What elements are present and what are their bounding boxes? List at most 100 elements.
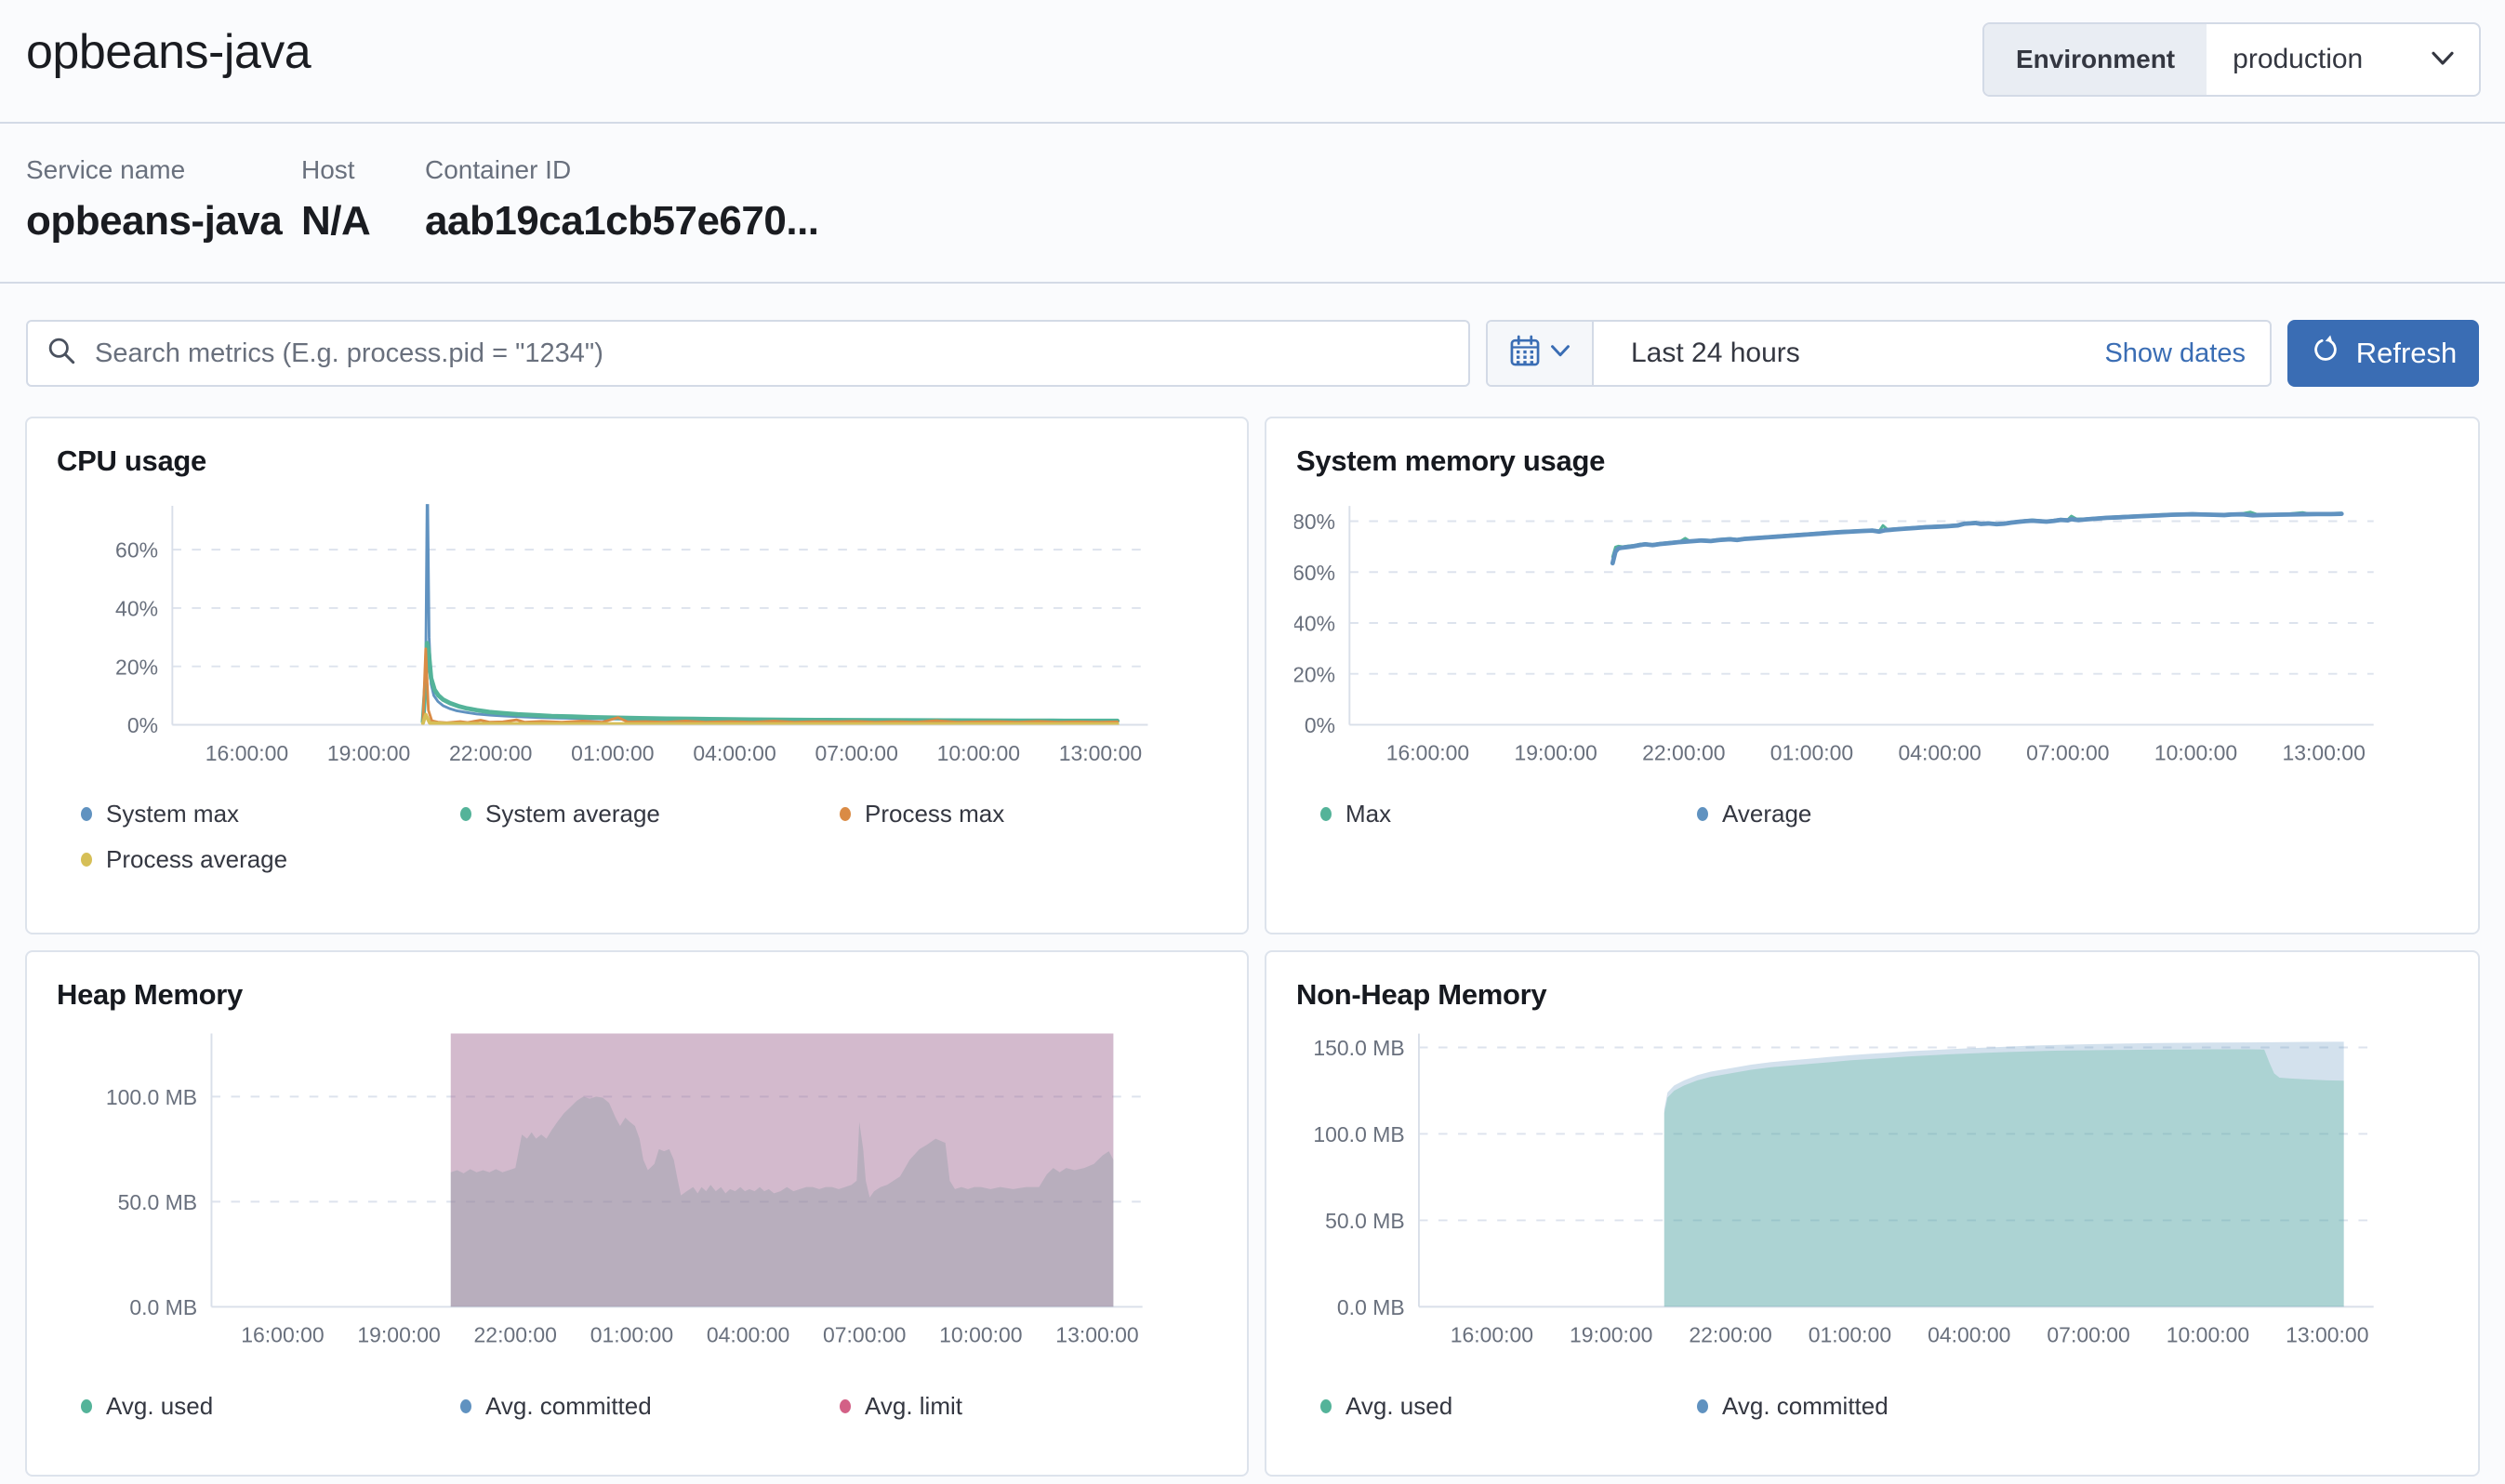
svg-text:04:00:00: 04:00:00 (1898, 741, 1981, 765)
legend-item[interactable]: Process average (81, 845, 460, 874)
system-memory-chart[interactable]: 0%20%40%60%80%16:00:0019:00:0022:00:0001… (1294, 478, 2450, 785)
legend-item[interactable]: System average (460, 800, 840, 828)
svg-text:40%: 40% (1294, 612, 1335, 636)
svg-text:13:00:00: 13:00:00 (1059, 741, 1142, 765)
host-value: N/A (301, 198, 425, 245)
container-id-field: Container ID aab19ca1cb57e670... (425, 155, 819, 245)
svg-text:13:00:00: 13:00:00 (1055, 1323, 1138, 1347)
refresh-button-label: Refresh (2356, 337, 2458, 370)
legend-item[interactable]: Avg. limit (840, 1392, 1219, 1421)
cpu-usage-chart[interactable]: 0%20%40%60%16:00:0019:00:0022:00:0001:00… (55, 478, 1219, 785)
environment-value[interactable]: production (2207, 24, 2479, 95)
container-id-value: aab19ca1cb57e670... (425, 198, 819, 245)
legend-dot-icon (1697, 1399, 1708, 1413)
calendar-icon (1508, 335, 1542, 373)
svg-text:07:00:00: 07:00:00 (815, 741, 897, 765)
non-heap-memory-chart[interactable]: 0.0 MB50.0 MB100.0 MB150.0 MB16:00:0019:… (1294, 1012, 2450, 1370)
legend-item[interactable]: Avg. committed (1697, 1392, 2074, 1421)
time-range-text: Last 24 hours (1631, 338, 2104, 369)
heap-memory-chart[interactable]: 0.0 MB50.0 MB100.0 MB16:00:0019:00:0022:… (55, 1012, 1219, 1370)
service-name-value: opbeans-java (26, 198, 301, 245)
svg-text:100.0 MB: 100.0 MB (1313, 1122, 1404, 1146)
legend-item[interactable]: Max (1320, 800, 1697, 828)
svg-text:01:00:00: 01:00:00 (1770, 741, 1853, 765)
service-name-field: Service name opbeans-java (26, 155, 301, 245)
svg-text:07:00:00: 07:00:00 (2026, 741, 2109, 765)
svg-text:07:00:00: 07:00:00 (2047, 1323, 2129, 1347)
legend-label: Avg. committed (485, 1392, 652, 1421)
legend-dot-icon (81, 1399, 92, 1413)
legend-label: Process max (865, 800, 1004, 828)
svg-text:10:00:00: 10:00:00 (939, 1323, 1022, 1347)
refresh-button[interactable]: Refresh (2287, 320, 2479, 387)
svg-text:19:00:00: 19:00:00 (327, 741, 410, 765)
chart-title: System memory usage (1296, 444, 2450, 478)
svg-text:60%: 60% (1294, 561, 1335, 585)
show-dates-link[interactable]: Show dates (2104, 338, 2246, 369)
legend-item[interactable]: System max (81, 800, 460, 828)
svg-text:16:00:00: 16:00:00 (1451, 1323, 1533, 1347)
legend-label: Avg. used (106, 1392, 213, 1421)
legend-dot-icon (460, 807, 471, 821)
svg-text:150.0 MB: 150.0 MB (1313, 1036, 1404, 1060)
svg-text:10:00:00: 10:00:00 (2154, 741, 2237, 765)
svg-text:0%: 0% (127, 713, 158, 737)
chart-legend: Avg. used Avg. committed (1294, 1392, 2450, 1421)
svg-text:01:00:00: 01:00:00 (590, 1323, 673, 1347)
svg-text:10:00:00: 10:00:00 (2167, 1323, 2249, 1347)
page-title: opbeans-java (26, 24, 311, 80)
legend-item[interactable]: Avg. committed (460, 1392, 840, 1421)
svg-text:01:00:00: 01:00:00 (571, 741, 654, 765)
host-label: Host (301, 155, 425, 185)
chart-title: Non-Heap Memory (1296, 978, 2450, 1012)
date-range-display[interactable]: Last 24 hours Show dates (1594, 322, 2270, 385)
legend-item[interactable]: Process max (840, 800, 1219, 828)
svg-text:19:00:00: 19:00:00 (1570, 1323, 1652, 1347)
search-box[interactable] (26, 320, 1470, 387)
svg-text:04:00:00: 04:00:00 (693, 741, 775, 765)
search-input[interactable] (93, 338, 1450, 370)
environment-select[interactable]: Environment production (1982, 22, 2481, 97)
legend-label: Avg. committed (1722, 1392, 1889, 1421)
svg-text:22:00:00: 22:00:00 (1642, 741, 1725, 765)
legend-dot-icon (1320, 1399, 1332, 1413)
refresh-icon (2310, 334, 2341, 373)
svg-text:16:00:00: 16:00:00 (241, 1323, 324, 1347)
container-id-label: Container ID (425, 155, 819, 185)
legend-dot-icon (840, 807, 851, 821)
legend-dot-icon (1697, 807, 1708, 821)
svg-text:50.0 MB: 50.0 MB (1325, 1209, 1404, 1233)
svg-text:50.0 MB: 50.0 MB (118, 1190, 198, 1214)
legend-label: Avg. limit (865, 1392, 962, 1421)
svg-text:0.0 MB: 0.0 MB (129, 1295, 197, 1319)
environment-selected-option: production (2233, 44, 2363, 75)
svg-text:13:00:00: 13:00:00 (2286, 1323, 2368, 1347)
legend-label: Average (1722, 800, 1811, 828)
chart-title: CPU usage (57, 444, 1219, 478)
legend-label: System max (106, 800, 239, 828)
svg-text:01:00:00: 01:00:00 (1809, 1323, 1891, 1347)
apm-service-metrics-page: opbeans-java Environment production Serv… (0, 0, 2505, 1484)
svg-text:20%: 20% (1294, 662, 1335, 686)
legend-item[interactable]: Avg. used (81, 1392, 460, 1421)
legend-item[interactable]: Avg. used (1320, 1392, 1697, 1421)
legend-label: Process average (106, 845, 287, 874)
legend-item[interactable]: Average (1697, 800, 2074, 828)
search-icon (46, 336, 78, 372)
svg-text:19:00:00: 19:00:00 (1514, 741, 1597, 765)
page-header: opbeans-java Environment production (0, 0, 2505, 124)
legend-dot-icon (81, 853, 92, 867)
date-picker: Last 24 hours Show dates (1486, 320, 2272, 387)
chart-legend: Max Average (1294, 800, 2450, 828)
service-name-label: Service name (26, 155, 301, 185)
quick-select-button[interactable] (1488, 322, 1594, 385)
legend-label: Avg. used (1345, 1392, 1452, 1421)
svg-text:22:00:00: 22:00:00 (474, 1323, 557, 1347)
svg-text:80%: 80% (1294, 510, 1335, 534)
legend-label: System average (485, 800, 660, 828)
svg-text:16:00:00: 16:00:00 (1386, 741, 1469, 765)
svg-text:60%: 60% (115, 538, 158, 563)
chart-legend: System max System average Process max Proce… (55, 800, 1219, 874)
svg-text:13:00:00: 13:00:00 (2282, 741, 2365, 765)
svg-text:100.0 MB: 100.0 MB (106, 1085, 197, 1109)
